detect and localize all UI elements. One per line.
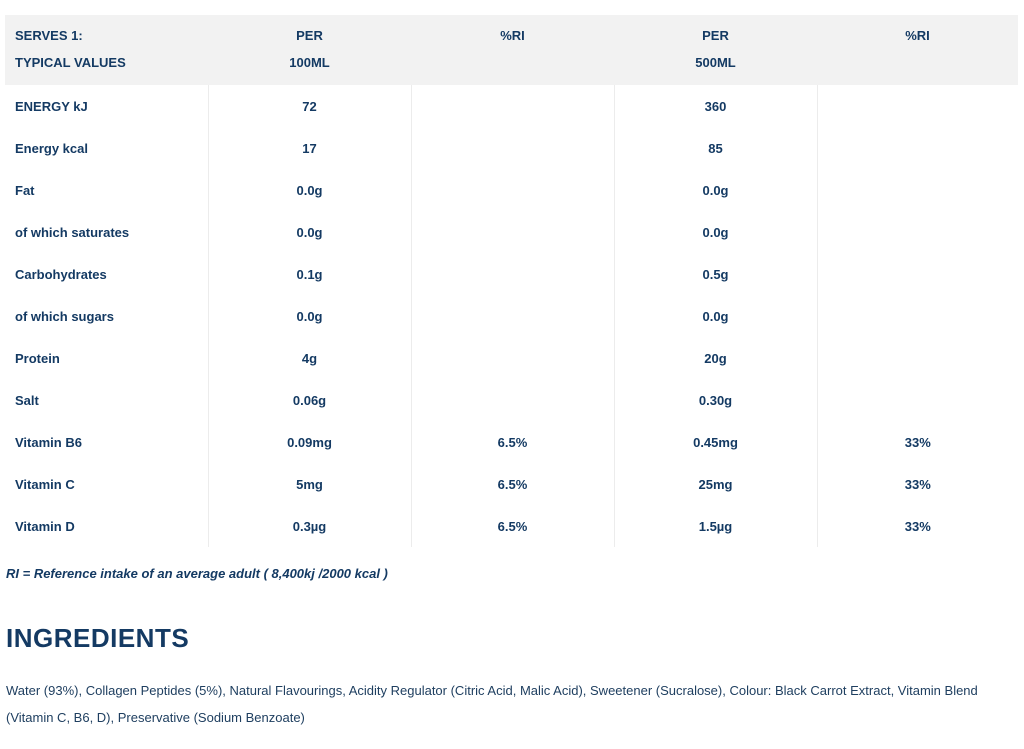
ri-per-500ml [817,127,1018,169]
header-row: SERVES 1: TYPICAL VALUES PER 100ML %RI P… [5,15,1018,85]
ingredients-heading: INGREDIENTS [6,623,190,653]
value-per-100ml: 0.3µg [208,505,412,547]
header-line-1: SERVES 1: [15,28,83,43]
header-line-1: PER [296,28,323,43]
value-per-100ml: 72 [208,85,412,127]
ri-per-100ml [411,253,615,295]
nutrient-name: of which saturates [5,211,209,253]
ri-per-100ml [411,379,615,421]
header-line-2: 100ML [289,55,330,70]
table-header: SERVES 1: TYPICAL VALUES PER 100ML %RI P… [5,15,1018,85]
header-line-1: %RI [905,28,930,43]
table-row: Vitamin C 5mg 6.5% 25mg 33% [5,463,1018,505]
value-per-500ml: 1.5µg [614,505,818,547]
ri-per-500ml [817,211,1018,253]
ri-per-500ml [817,337,1018,379]
header-line-2: 500ML [695,55,736,70]
ri-per-100ml [411,169,615,211]
header-ri-500ml: %RI [817,15,1018,85]
reference-intake-note: RI = Reference intake of an average adul… [6,566,388,581]
ri-per-500ml [817,379,1018,421]
value-per-100ml: 0.0g [208,169,412,211]
table-row: Energy kcal 17 85 [5,127,1018,169]
nutrient-name: Protein [5,337,209,379]
value-per-100ml: 5mg [208,463,412,505]
table-row: ENERGY kJ 72 360 [5,85,1018,127]
ri-per-500ml: 33% [904,476,931,492]
value-per-500ml: 0.0g [614,169,818,211]
nutrient-name: Carbohydrates [5,253,209,295]
value-per-100ml: 0.0g [208,211,412,253]
ri-per-500ml [817,85,1018,127]
value-per-100ml: 0.0g [208,295,412,337]
value-per-100ml: 0.09mg [208,421,412,463]
header-per-100ml: PER 100ML [208,15,411,85]
header-ri-100ml: %RI [411,15,614,85]
value-per-500ml: 0.0g [614,211,818,253]
nutrient-name: Salt [5,379,209,421]
table-row: Salt 0.06g 0.30g [5,379,1018,421]
ri-per-500ml [817,253,1018,295]
nutrient-name: Vitamin C [5,463,209,505]
nutrient-name: Energy kcal [5,127,209,169]
ri-per-100ml [411,127,615,169]
ingredients-list: Water (93%), Collagen Peptides (5%), Nat… [6,683,978,725]
table-row: Carbohydrates 0.1g 0.5g [5,253,1018,295]
value-per-500ml: 0.45mg [614,421,818,463]
nutrient-name: ENERGY kJ [5,85,209,127]
value-per-500ml: 0.5g [614,253,818,295]
value-per-100ml: 17 [208,127,412,169]
table-row: Protein 4g 20g [5,337,1018,379]
nutrient-name: of which sugars [5,295,209,337]
nutrient-name: Vitamin B6 [5,421,209,463]
ri-per-500ml [817,295,1018,337]
table-row: of which saturates 0.0g 0.0g [5,211,1018,253]
value-per-100ml: 0.1g [208,253,412,295]
header-per-500ml: PER 500ML [614,15,817,85]
value-per-500ml: 85 [614,127,818,169]
table-row: Fat 0.0g 0.0g [5,169,1018,211]
value-per-500ml: 20g [614,337,818,379]
ri-per-100ml [411,337,615,379]
ri-per-100ml: 6.5% [411,421,615,463]
nutrient-name: Fat [5,169,209,211]
ri-per-100ml [411,295,615,337]
table-row: Vitamin B6 0.09mg 6.5% 0.45mg 33% [5,421,1018,463]
ri-per-100ml: 6.5% [411,505,615,547]
ri-per-100ml: 6.5% [411,463,615,505]
value-per-100ml: 4g [208,337,412,379]
header-line-1: PER [702,28,729,43]
value-per-100ml: 0.06g [208,379,412,421]
ri-per-500ml: 33% [904,434,931,450]
table-row: of which sugars 0.0g 0.0g [5,295,1018,337]
header-line-2: TYPICAL VALUES [15,55,126,70]
nutrient-name: Vitamin D [5,505,209,547]
table-body: ENERGY kJ 72 360 Energy kcal 17 85 Fat 0… [5,85,1018,547]
value-per-500ml: 0.0g [614,295,818,337]
header-line-1: %RI [500,28,525,43]
ri-per-500ml [817,169,1018,211]
ri-per-100ml [411,211,615,253]
ri-per-500ml: 33% [904,518,931,534]
table-row: Vitamin D 0.3µg 6.5% 1.5µg 33% [5,505,1018,547]
value-per-500ml: 0.30g [614,379,818,421]
nutrition-table: SERVES 1: TYPICAL VALUES PER 100ML %RI P… [5,15,1018,547]
value-per-500ml: 25mg [614,463,818,505]
ri-per-100ml [411,85,615,127]
header-typical-values: SERVES 1: TYPICAL VALUES [5,15,208,85]
value-per-500ml: 360 [614,85,818,127]
